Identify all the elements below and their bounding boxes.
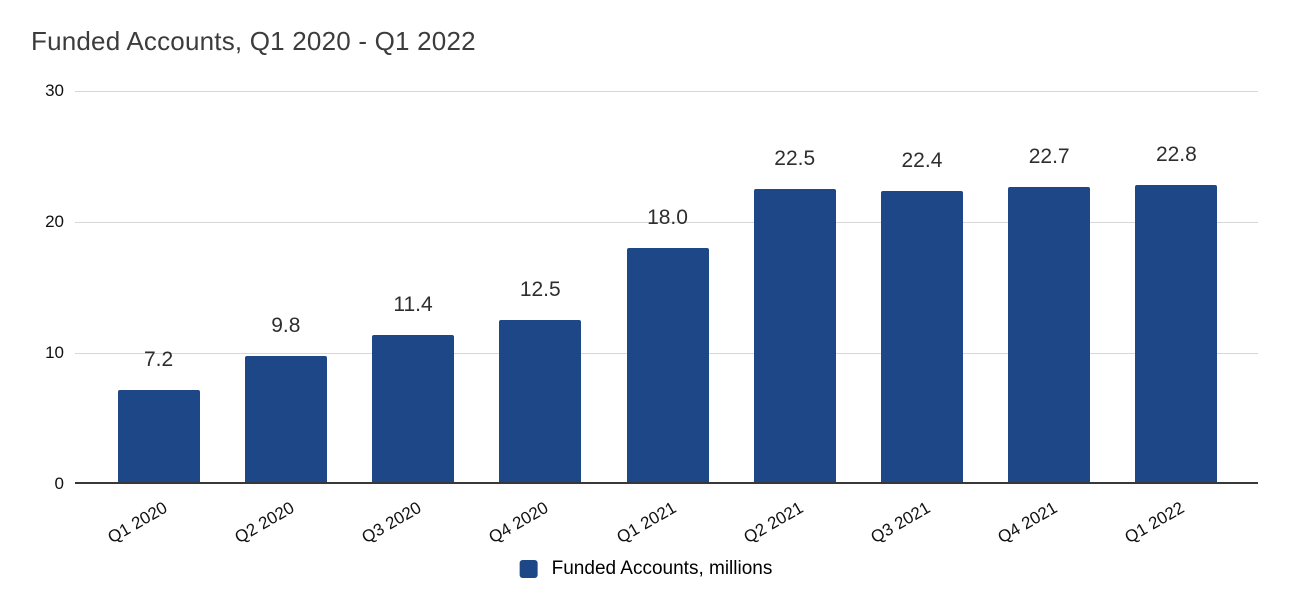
value-label: 22.7 — [1028, 144, 1070, 168]
x-axis-baseline — [75, 482, 1258, 484]
bar-q4-2021 — [1008, 186, 1091, 484]
chart-title: Funded Accounts, Q1 2020 - Q1 2022 — [31, 26, 476, 56]
x-axis-label: Q1 2022 — [1121, 498, 1188, 548]
y-axis-labels: 0 10 20 30 — [0, 81, 64, 493]
legend-swatch-icon — [519, 560, 538, 578]
x-axis-label: Q3 2020 — [358, 498, 425, 548]
x-axis-label: Q1 2021 — [613, 498, 679, 548]
x-axis-label: Q4 2021 — [994, 498, 1061, 548]
gridline — [75, 90, 1258, 92]
value-label: 7.2 — [144, 347, 174, 371]
value-label: 12.5 — [519, 278, 561, 302]
x-axis-label: Q4 2020 — [485, 498, 552, 548]
legend-label: Funded Accounts, millions — [551, 558, 773, 579]
bar-q3-2021 — [880, 190, 963, 484]
bar-q1-2020 — [117, 389, 200, 484]
value-label: 11.4 — [393, 292, 433, 316]
bar-q1-2021 — [626, 248, 709, 484]
bar-q3-2020 — [372, 334, 455, 484]
legend: Funded Accounts, millions — [519, 558, 773, 580]
bar-q4-2020 — [499, 320, 582, 484]
gridline — [75, 221, 1258, 223]
y-axis-tick-label: 20 — [45, 212, 64, 231]
x-axis-label: Q3 2021 — [867, 498, 934, 548]
value-label: 22.4 — [901, 148, 943, 172]
value-label: 22.8 — [1155, 143, 1197, 167]
x-axis-label: Q1 2020 — [104, 498, 171, 548]
value-label: 18.0 — [647, 206, 688, 230]
bars-container: 7.2 Q1 2020 9.8 Q2 2020 11.4 Q3 2020 12.5 Q4 20… — [95, 91, 1240, 547]
bar-q2-2021 — [753, 189, 836, 484]
value-label: 9.8 — [271, 313, 301, 337]
x-axis-label: Q2 2020 — [231, 498, 298, 548]
x-axis-label: Q2 2021 — [740, 498, 807, 548]
y-axis-tick-label: 30 — [45, 81, 64, 100]
plot-area: 7.2 Q1 2020 9.8 Q2 2020 11.4 Q3 2020 12.5 Q4 20… — [75, 90, 1258, 547]
value-label: 22.5 — [774, 147, 816, 171]
y-axis-tick-label: 0 — [54, 474, 64, 493]
bar-q1-2022 — [1135, 185, 1218, 484]
bar-q2-2020 — [244, 355, 327, 484]
y-axis-tick-label: 10 — [45, 343, 64, 362]
